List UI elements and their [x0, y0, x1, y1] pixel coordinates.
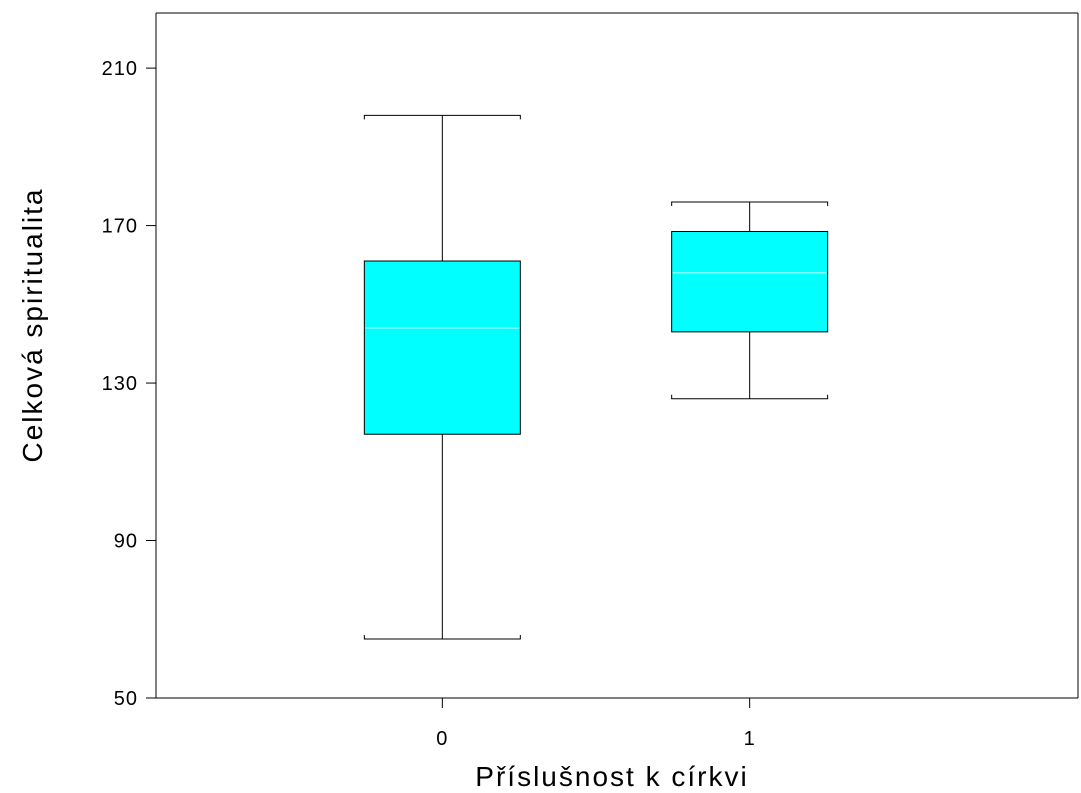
y-tick-label: 50: [114, 688, 138, 710]
iqr-box: [363, 260, 521, 435]
plot-frame: [155, 12, 1079, 699]
y-axis-ticks: 50 90 130 170 210: [102, 58, 156, 710]
lower-whisker-cap: [671, 394, 829, 400]
x-axis-title: Příslušnost k církvi: [475, 761, 748, 792]
y-axis-title: Celková spiritualita: [17, 188, 48, 463]
x-tick-label: 0: [436, 728, 448, 750]
upper-whisker-cap: [671, 201, 829, 206]
y-tick-label: 90: [114, 531, 138, 553]
boxes: [363, 114, 829, 640]
iqr-box: [671, 230, 829, 333]
x-tick-label: 1: [744, 728, 756, 750]
y-tick-label: 210: [102, 58, 138, 80]
lower-whisker-cap: [363, 634, 521, 640]
y-tick-label: 130: [102, 373, 138, 395]
y-tick-label: 170: [102, 216, 138, 238]
upper-whisker-cap: [363, 114, 521, 120]
box-1: [671, 201, 829, 400]
box-0: [363, 114, 521, 640]
